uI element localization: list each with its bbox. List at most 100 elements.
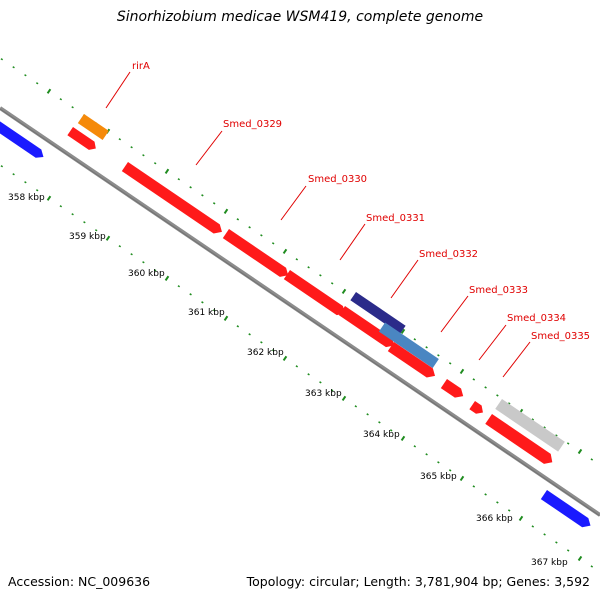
kbp-label-359: 359 kbp [69, 232, 106, 242]
tick-outer [437, 354, 440, 357]
tick-outer [400, 328, 406, 334]
tick-inner [378, 421, 381, 424]
tick-outer [153, 162, 157, 165]
tick-inner [330, 389, 334, 392]
tick-outer [59, 98, 63, 101]
label-smed-0331: Smed_0331 [366, 213, 425, 224]
tick-inner [177, 285, 181, 288]
tick-inner [400, 435, 406, 441]
summary-text: Topology: circular; Length: 3,781,904 bp… [246, 574, 590, 589]
tick-inner [71, 213, 74, 216]
tick-outer [260, 234, 263, 237]
tick-inner [260, 341, 263, 344]
tick-inner [282, 355, 288, 361]
tick-outer [577, 448, 583, 455]
tick-inner [46, 195, 52, 201]
tick-inner [555, 541, 558, 544]
tick-outer [330, 282, 334, 285]
tick-inner [118, 245, 122, 248]
tick-outer [142, 154, 145, 157]
gene-smed-0329[interactable] [121, 162, 225, 237]
feature-navy[interactable] [350, 292, 406, 334]
tick-inner [164, 275, 170, 281]
kbp-label-363: 363 kbp [305, 389, 342, 399]
tick-inner [307, 373, 310, 376]
tick-inner [271, 349, 275, 352]
tick-outer [0, 58, 4, 61]
genome-backbone-shadow [0, 108, 600, 517]
tick-outer [295, 258, 299, 261]
label-rira: rirA [132, 61, 150, 72]
tick-outer [271, 242, 275, 245]
tick-inner [425, 453, 428, 456]
tick-outer [236, 218, 240, 221]
gene-rira[interactable] [77, 114, 109, 140]
tick-outer [189, 186, 192, 189]
tick-outer [484, 386, 487, 389]
tick-outer [472, 378, 476, 381]
tick-outer [177, 178, 181, 181]
tick-inner [130, 253, 133, 256]
tick-inner [248, 333, 251, 336]
gene-smed-0330[interactable] [222, 229, 291, 280]
tick-outer [566, 442, 570, 445]
map-title: Sinorhizobium medicae WSM419, complete g… [116, 9, 484, 25]
tick-outer [118, 138, 122, 141]
tick-outer [319, 274, 322, 277]
genome-backbone [0, 106, 600, 517]
accession-text: Accession: NC_009636 [8, 574, 151, 589]
kbp-label-361: 361 kbp [188, 308, 225, 318]
gene-smed-0331[interactable] [283, 270, 348, 318]
tick-inner [590, 565, 594, 568]
gene-grey[interactable] [495, 399, 565, 452]
tick-inner [201, 301, 204, 304]
tick-inner [105, 235, 111, 241]
tick-inner [484, 493, 487, 496]
label-leaders [105, 71, 531, 378]
tick-inner [295, 365, 299, 368]
tick-outer [12, 66, 15, 69]
tick-outer [448, 362, 452, 365]
feature-steel[interactable] [378, 322, 439, 369]
tick-inner [518, 515, 524, 522]
tick-outer [307, 266, 310, 269]
tick-inner [12, 173, 15, 176]
tick-inner [366, 413, 369, 416]
label-smed-0329: Smed_0329 [223, 119, 282, 130]
tick-inner [472, 485, 476, 488]
label-smed-0330: Smed_0330 [308, 174, 367, 185]
gene-red-small[interactable] [469, 401, 485, 417]
gene-smed-0332[interactable] [338, 306, 397, 351]
tick-inner [153, 269, 157, 272]
gene-red-1[interactable] [67, 127, 98, 153]
tick-outer [223, 208, 229, 214]
tick-outer [459, 368, 465, 375]
tick-inner [566, 549, 570, 552]
gene-blue-left[interactable] [0, 118, 46, 161]
gene-smed-0335[interactable] [485, 414, 555, 467]
tick-inner [543, 533, 546, 536]
tick-outer [46, 88, 52, 94]
tick-outer [35, 82, 39, 85]
gene-blue-right[interactable] [540, 490, 593, 531]
tick-outer [496, 394, 499, 397]
label-smed-0334: Smed_0334 [507, 313, 566, 324]
gene-smed-0333[interactable] [387, 342, 438, 381]
gene-smed-0334[interactable] [440, 379, 466, 401]
tick-inner [223, 315, 229, 321]
tick-inner [413, 445, 417, 448]
tick-outer [71, 106, 74, 109]
tick-inner [319, 381, 322, 384]
tick-outer [282, 248, 288, 254]
tick-outer [212, 202, 216, 205]
tick-inner [0, 165, 4, 168]
tick-outer [24, 74, 27, 77]
tick-inner [142, 261, 145, 264]
tick-inner [83, 221, 86, 224]
tick-inner [59, 205, 63, 208]
tick-outer [341, 288, 347, 294]
tick-inner [354, 405, 358, 408]
tick-inner [94, 229, 98, 232]
tick-inner [531, 525, 535, 528]
